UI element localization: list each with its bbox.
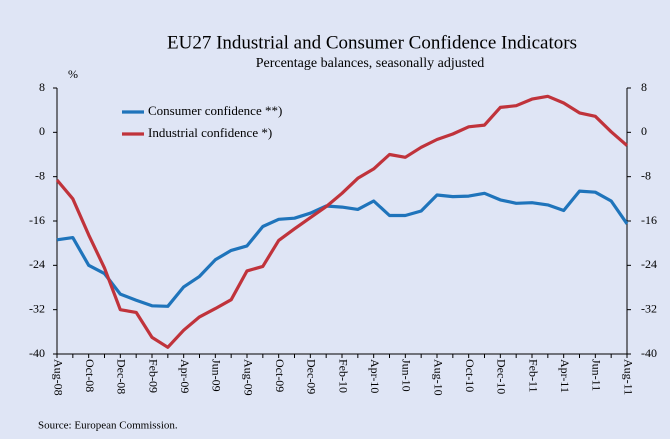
x-tick-label: Apr-10 [368,359,382,393]
y2-tick-label: -40 [641,346,657,360]
x-tick-label: Apr-11 [558,359,572,393]
series-line [56,189,629,308]
y2-tick-label: -8 [641,168,651,182]
y-tick-label: -8 [35,168,45,182]
y-tick-label: 8 [39,80,45,94]
y2-tick-label: 0 [641,124,647,138]
y-tick-label: -32 [29,301,45,315]
chart-title: EU27 Industrial and Consumer Confidence … [167,32,577,53]
y-tick-label: -40 [29,346,45,360]
x-tick-label: Feb-11 [526,359,540,393]
x-tick-label: Dec-09 [305,359,319,394]
x-tick-label: Aug-11 [621,359,635,395]
legend-label: Consumer confidence **) [148,103,282,118]
y-tick-label: -24 [29,257,45,271]
chart-subtitle: Percentage balances, seasonally adjusted [256,56,485,71]
x-tick-label: Dec-10 [495,359,509,394]
x-tick-label: Dec-08 [115,359,129,394]
source: Source: European Commission. [38,420,178,432]
y2-tick-label: -16 [641,213,657,227]
legend-label: Industrial confidence *) [148,125,272,140]
x-tick-label: Jun-09 [210,359,224,392]
y-axis-label: % [68,67,78,81]
x-tick-label: Apr-09 [178,359,192,393]
x-tick-label: Oct-08 [83,359,97,392]
y2-tick-label: -32 [641,301,657,315]
x-tick-label: Aug-08 [51,359,65,396]
series-line [55,94,629,349]
x-tick-label: Feb-10 [336,359,350,393]
x-tick-label: Oct-10 [463,359,477,392]
x-tick-label: Oct-09 [273,359,287,392]
y-tick-label: 0 [39,124,45,138]
x-tick-label: Jun-11 [590,359,604,391]
x-tick-label: Jun-10 [400,359,414,392]
x-tick-label: Aug-10 [431,359,445,396]
y2-tick-label: -24 [641,257,657,271]
y2-tick-label: 8 [641,80,647,94]
x-tick-label: Feb-09 [146,359,160,393]
y-tick-label: -16 [29,213,45,227]
x-tick-label: Aug-09 [241,359,255,396]
